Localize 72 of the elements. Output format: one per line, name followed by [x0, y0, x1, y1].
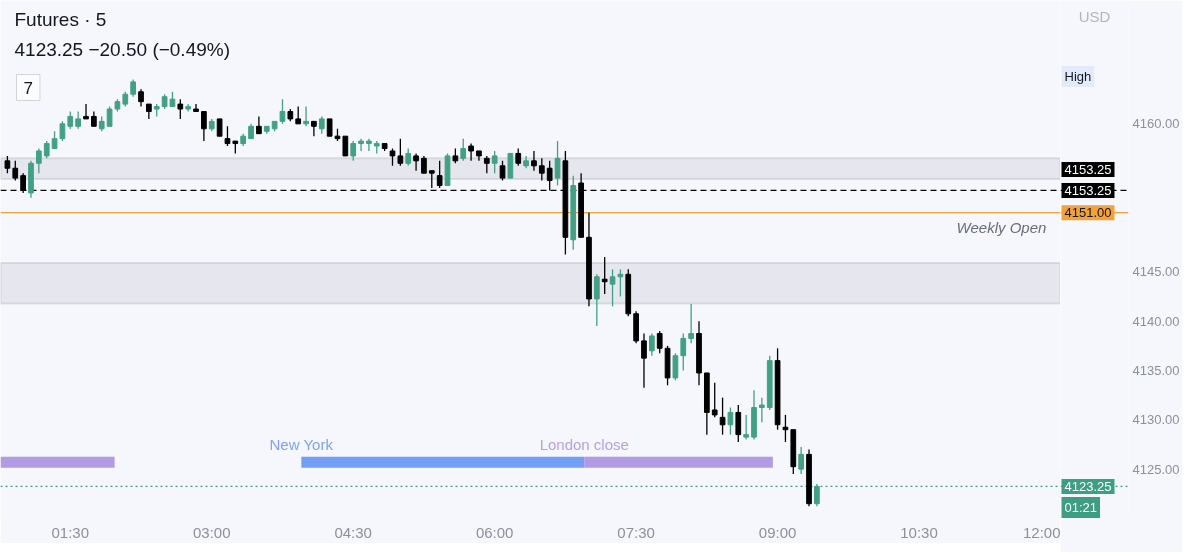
candlestick [531, 150, 537, 172]
candlestick [735, 404, 742, 443]
y-tick-label: 4125.00 [1132, 461, 1180, 477]
candlestick [711, 382, 718, 419]
candlestick [554, 140, 561, 187]
candlestick [413, 152, 419, 172]
series-label: New York [269, 436, 334, 454]
candlestick [12, 160, 19, 182]
candlestick [256, 115, 262, 135]
candlestick [177, 98, 184, 120]
ref-line-label: 4151.00 [1064, 205, 1112, 221]
candlestick [688, 303, 694, 345]
candlestick [719, 396, 726, 436]
x-tick-label: 10:30 [900, 523, 938, 541]
candlestick [83, 103, 89, 120]
y-tick-label: 4160.00 [1132, 116, 1180, 132]
x-tick-label: 09:00 [758, 523, 797, 541]
candlestick [491, 150, 498, 174]
y-axis-title: USD [1078, 8, 1111, 25]
candlestick [609, 268, 616, 308]
candlestick [224, 125, 231, 147]
candlestick [201, 110, 207, 142]
x-tick-label: 03:00 [192, 523, 231, 541]
candlestick [601, 256, 608, 295]
candlestick [617, 268, 624, 298]
candlestick [366, 137, 372, 152]
candlestick [680, 332, 687, 372]
candlestick [727, 406, 734, 436]
y-tick-label: 4130.00 [1132, 412, 1180, 428]
candlestick [538, 157, 545, 182]
candlestick [672, 352, 679, 382]
candlestick [641, 332, 647, 389]
text: 01:21 [1064, 499, 1098, 515]
candlestick [798, 446, 805, 475]
x-tick-label: 06:00 [475, 523, 514, 541]
candlestick [106, 105, 113, 127]
candlestick [546, 160, 553, 192]
candlestick [656, 330, 663, 354]
candlestick [311, 120, 317, 137]
annotation: Weekly Open [956, 218, 1047, 236]
y-tick-label: 4145.00 [1132, 264, 1180, 280]
candlestick [743, 414, 750, 441]
candlestick [499, 160, 506, 182]
y-tick-label: 4140.00 [1132, 313, 1180, 329]
candlestick [342, 135, 349, 157]
x-tick-label: 12:00 [1022, 523, 1061, 541]
candlestick [782, 414, 789, 443]
candlestick [303, 105, 309, 127]
series-label: London close [539, 436, 629, 454]
text: High [1064, 69, 1092, 84]
annotation: 7 [23, 78, 33, 98]
candlestick [279, 98, 286, 125]
x-tick-label: 04:30 [334, 523, 372, 541]
y-tick-label: 4135.00 [1132, 363, 1180, 378]
chart-title: Futures · 5 [14, 8, 107, 30]
candlestick [350, 140, 357, 162]
candlestick [468, 142, 474, 162]
ref-line-label: 4123.25 [1064, 478, 1112, 494]
candlestick [460, 137, 467, 162]
text: 4123.25 −20.50 (−0.49%) [14, 38, 231, 60]
text: 4153.25 [1064, 161, 1112, 177]
ref-line-label: 4153.25 [1064, 182, 1112, 198]
candlestick [36, 147, 42, 174]
x-tick-label: 07:30 [617, 523, 655, 541]
candlestick [59, 120, 66, 142]
x-tick-label: 01:30 [51, 523, 90, 541]
candlestick [593, 273, 600, 327]
candlestick [358, 137, 364, 152]
candlestick [436, 160, 443, 189]
candlestick [397, 137, 404, 167]
candlestick [648, 332, 655, 357]
candlestick [759, 396, 765, 423]
